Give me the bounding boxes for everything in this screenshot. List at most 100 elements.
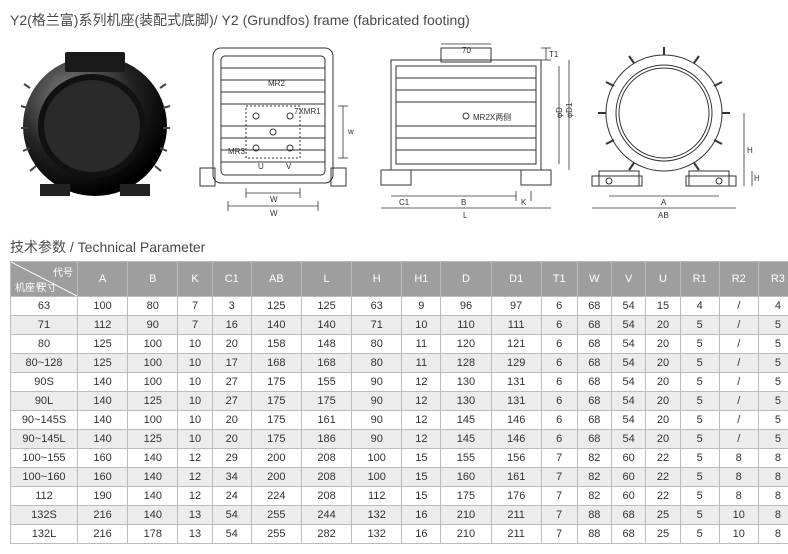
value-cell: 125: [128, 430, 178, 449]
value-cell: 112: [352, 487, 402, 506]
col-h: H1: [402, 262, 441, 297]
value-cell: 8: [719, 468, 758, 487]
value-cell: 82: [577, 449, 611, 468]
col-h: B: [128, 262, 178, 297]
value-cell: 125: [78, 335, 128, 354]
table-row: 80~1281251001017168168801112812966854205…: [11, 354, 788, 373]
value-cell: 175: [251, 392, 301, 411]
value-cell: 12: [402, 373, 441, 392]
value-cell: 12: [178, 487, 212, 506]
value-cell: 11: [402, 335, 441, 354]
value-cell: 54: [611, 392, 645, 411]
value-cell: 8: [719, 487, 758, 506]
value-cell: 6: [541, 354, 577, 373]
value-cell: 68: [611, 506, 645, 525]
value-cell: 100: [78, 297, 128, 316]
value-cell: 6: [541, 297, 577, 316]
value-cell: 16: [402, 506, 441, 525]
value-cell: 132: [352, 506, 402, 525]
col-h: D: [441, 262, 491, 297]
value-cell: 255: [251, 506, 301, 525]
value-cell: 148: [301, 335, 351, 354]
value-cell: 175: [251, 411, 301, 430]
table-row: 7111290716140140711011011166854205/5: [11, 316, 788, 335]
value-cell: 88: [577, 525, 611, 544]
value-cell: 100: [128, 373, 178, 392]
svg-text:MR2X两侧: MR2X两侧: [473, 112, 511, 122]
svg-text:L: L: [463, 211, 468, 220]
value-cell: 140: [78, 430, 128, 449]
value-cell: 125: [128, 392, 178, 411]
value-cell: 15: [402, 487, 441, 506]
value-cell: 10: [178, 392, 212, 411]
value-cell: 160: [78, 468, 128, 487]
value-cell: 17: [212, 354, 251, 373]
value-cell: 12: [402, 430, 441, 449]
svg-text:7XMR1: 7XMR1: [294, 107, 321, 116]
value-cell: 20: [646, 354, 680, 373]
value-cell: 140: [128, 506, 178, 525]
value-cell: 140: [301, 316, 351, 335]
value-cell: 131: [491, 373, 541, 392]
svg-text:AB: AB: [658, 211, 669, 220]
value-cell: 155: [301, 373, 351, 392]
value-cell: 145: [441, 430, 491, 449]
value-cell: 120: [441, 335, 491, 354]
col-h: R1: [680, 262, 719, 297]
svg-text:70: 70: [462, 46, 471, 55]
value-cell: 7: [178, 316, 212, 335]
col-h: V: [611, 262, 645, 297]
value-cell: 100: [128, 354, 178, 373]
value-cell: 125: [78, 354, 128, 373]
value-cell: 24: [212, 487, 251, 506]
value-cell: 20: [646, 373, 680, 392]
col-h: AB: [251, 262, 301, 297]
value-cell: 20: [212, 411, 251, 430]
value-cell: 80: [352, 335, 402, 354]
value-cell: /: [719, 316, 758, 335]
value-cell: 7: [541, 525, 577, 544]
value-cell: 6: [541, 335, 577, 354]
value-cell: 8: [758, 449, 788, 468]
model-cell: 132L: [11, 525, 78, 544]
param-title: 技术参数 / Technical Parameter: [10, 237, 788, 257]
svg-text:V: V: [286, 162, 292, 171]
diagram-row: MR2 7XMR1 MR3 U V w W W: [10, 38, 788, 223]
value-cell: 161: [491, 468, 541, 487]
col-h: R3: [758, 262, 788, 297]
value-cell: 13: [178, 506, 212, 525]
value-cell: 5: [680, 392, 719, 411]
value-cell: 5: [758, 335, 788, 354]
value-cell: 9: [402, 297, 441, 316]
value-cell: 68: [577, 392, 611, 411]
col-h: K: [178, 262, 212, 297]
value-cell: 175: [251, 373, 301, 392]
value-cell: 160: [441, 468, 491, 487]
svg-text:H1: H1: [754, 174, 759, 183]
value-cell: 110: [441, 316, 491, 335]
value-cell: 22: [646, 468, 680, 487]
value-cell: 63: [352, 297, 402, 316]
col-h: R2: [719, 262, 758, 297]
value-cell: /: [719, 392, 758, 411]
corner-header: 代号 机座号 尺寸: [11, 262, 78, 297]
value-cell: 20: [646, 316, 680, 335]
value-cell: 96: [441, 297, 491, 316]
value-cell: 5: [680, 373, 719, 392]
value-cell: 160: [78, 449, 128, 468]
table-row: 132S216140135425524413216210211788682551…: [11, 506, 788, 525]
value-cell: 8: [758, 525, 788, 544]
value-cell: 25: [646, 525, 680, 544]
value-cell: 178: [128, 525, 178, 544]
svg-text:A: A: [661, 198, 667, 207]
value-cell: 175: [301, 392, 351, 411]
value-cell: 15: [402, 468, 441, 487]
value-cell: 7: [178, 297, 212, 316]
col-h: U: [646, 262, 680, 297]
value-cell: 210: [441, 525, 491, 544]
value-cell: /: [719, 411, 758, 430]
value-cell: 140: [128, 468, 178, 487]
value-cell: 4: [680, 297, 719, 316]
value-cell: 146: [491, 411, 541, 430]
svg-text:MR3: MR3: [228, 147, 245, 156]
